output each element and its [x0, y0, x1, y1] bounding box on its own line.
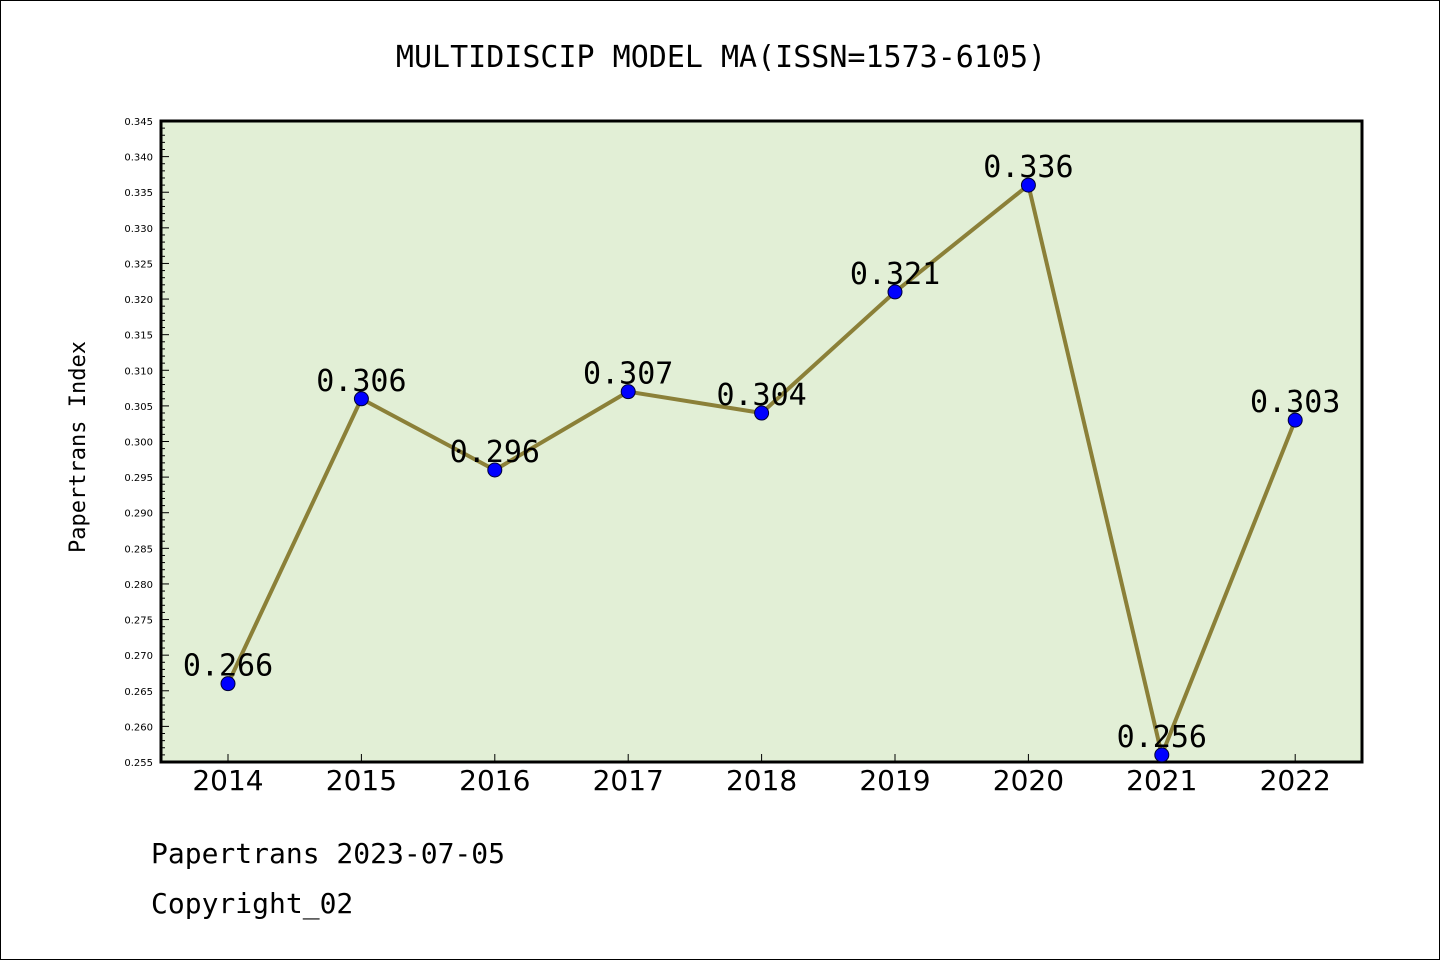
- data-label: 0.306: [316, 364, 406, 399]
- data-labels: 0.266 0.306 0.296 0.307 0.304 0.321 0.336 0.256…: [183, 150, 1341, 755]
- footer-copyright: Copyright_02: [151, 887, 354, 920]
- data-point: [620, 384, 636, 400]
- y-tick-label: 0.300: [124, 438, 153, 449]
- y-tick-label: 0.260: [124, 722, 153, 733]
- data-label: 0.296: [450, 435, 540, 470]
- y-tick-label: 0.270: [124, 651, 153, 662]
- x-axis-ticks: 2014 2015 2016 2017 2018 2019 2020 2021 2022: [192, 754, 1331, 797]
- x-tick-label: 2014: [192, 764, 263, 797]
- data-point: [353, 391, 369, 407]
- x-tick-label: 2020: [993, 764, 1064, 797]
- y-tick-label: 0.265: [124, 687, 153, 698]
- chart-title: MULTIDISCIP MODEL MA(ISSN=1573-6105): [396, 40, 1046, 75]
- x-tick-label: 2017: [593, 764, 664, 797]
- plot-area: [159, 119, 1364, 764]
- data-label: 0.266: [183, 649, 273, 684]
- x-tick-label: 2021: [1126, 764, 1197, 797]
- y-tick-label: 0.275: [124, 616, 153, 627]
- data-point: [487, 462, 503, 478]
- y-tick-label: 0.315: [124, 331, 153, 342]
- data-label: 0.304: [716, 378, 806, 413]
- y-tick-label: 0.335: [124, 188, 153, 199]
- data-point: [754, 405, 770, 421]
- y-tick-label: 0.280: [124, 580, 153, 591]
- y-tick-label: 0.285: [124, 544, 153, 555]
- y-tick-label: 0.320: [124, 295, 153, 306]
- data-point: [1287, 412, 1303, 428]
- data-point: [1020, 177, 1036, 193]
- y-tick-label: 0.295: [124, 473, 153, 484]
- x-tick-label: 2022: [1260, 764, 1331, 797]
- data-point: [887, 284, 903, 300]
- y-tick-label: 0.330: [124, 224, 153, 235]
- x-tick-label: 2018: [726, 764, 797, 797]
- y-axis-ticks: 0.255 0.260 0.265 0.270 0.275 0.280 0.285 0.290…: [124, 117, 169, 769]
- y-tick-label: 0.305: [124, 402, 153, 413]
- y-axis-label: Papertrans Index: [66, 341, 91, 553]
- data-label: 0.307: [583, 357, 673, 392]
- data-markers: [220, 177, 1303, 763]
- y-tick-label: 0.340: [124, 153, 153, 164]
- y-tick-label: 0.290: [124, 509, 153, 520]
- data-label: 0.256: [1117, 720, 1207, 755]
- data-label: 0.336: [983, 150, 1073, 185]
- data-label: 0.321: [850, 257, 940, 292]
- footer-date: Papertrans 2023-07-05: [151, 837, 506, 870]
- x-tick-label: 2019: [859, 764, 930, 797]
- data-label: 0.303: [1250, 385, 1340, 420]
- data-point: [220, 676, 236, 692]
- y-tick-label: 0.325: [124, 259, 153, 270]
- data-point: [1154, 747, 1170, 763]
- y-tick-label: 0.310: [124, 366, 153, 377]
- x-tick-label: 2016: [459, 764, 530, 797]
- x-tick-label: 2015: [326, 764, 397, 797]
- y-tick-label: 0.255: [124, 758, 153, 769]
- y-tick-label: 0.345: [124, 117, 153, 128]
